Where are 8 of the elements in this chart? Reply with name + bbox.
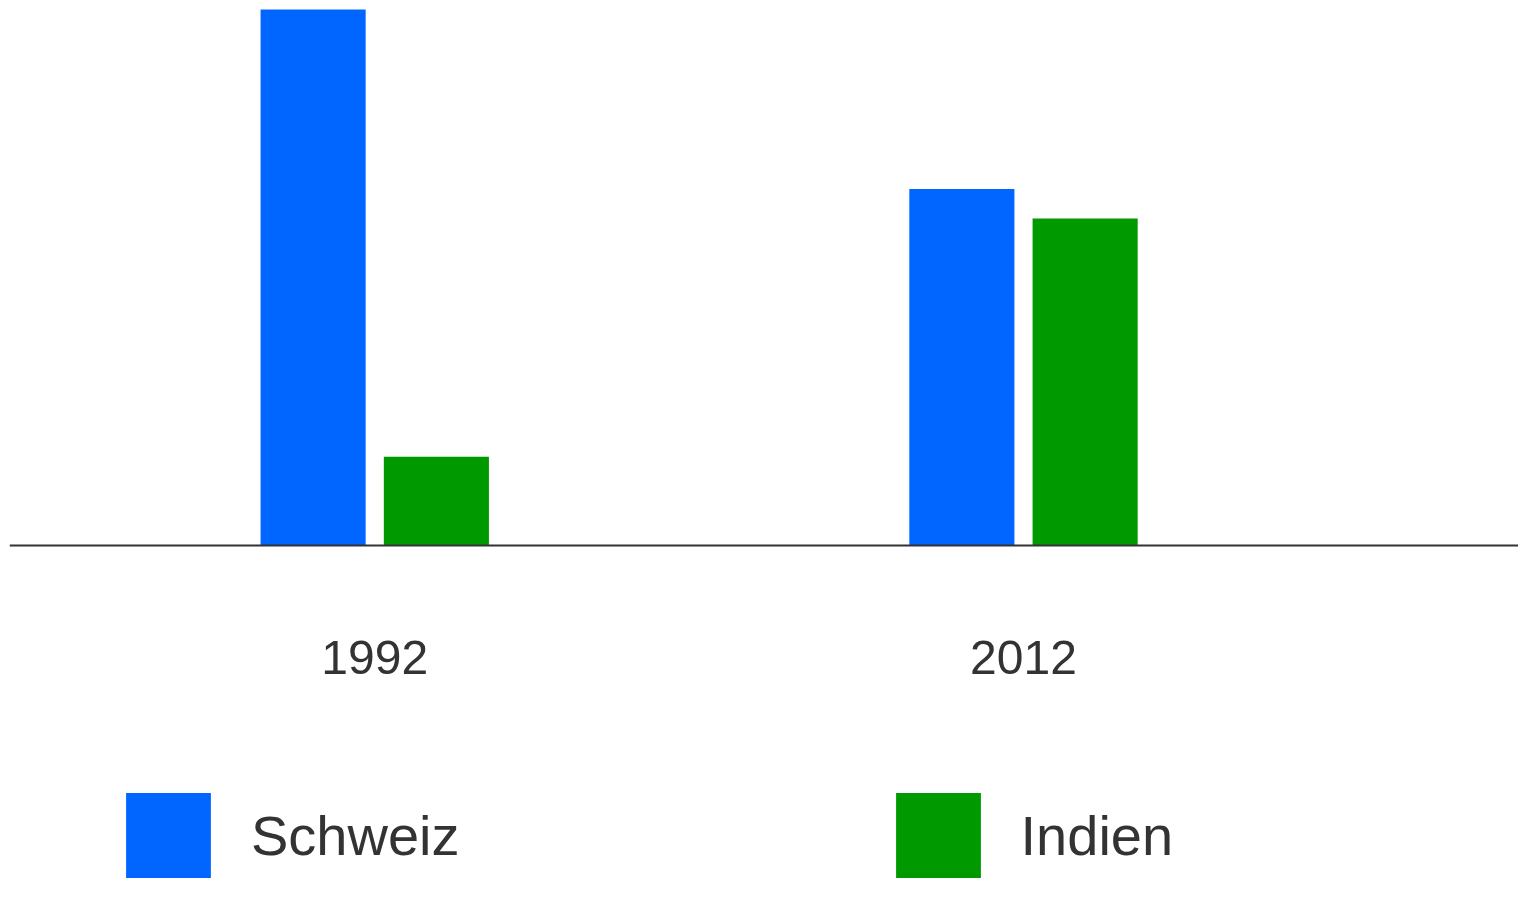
legend-label: Schweiz [251,802,460,868]
bar [1032,218,1138,546]
bar [260,9,366,546]
bar [909,188,1015,546]
x-tick-label: 2012 [970,631,1077,685]
bar [383,456,489,546]
legend-label: Indien [1020,802,1174,868]
x-tick-label: 1992 [321,631,429,685]
